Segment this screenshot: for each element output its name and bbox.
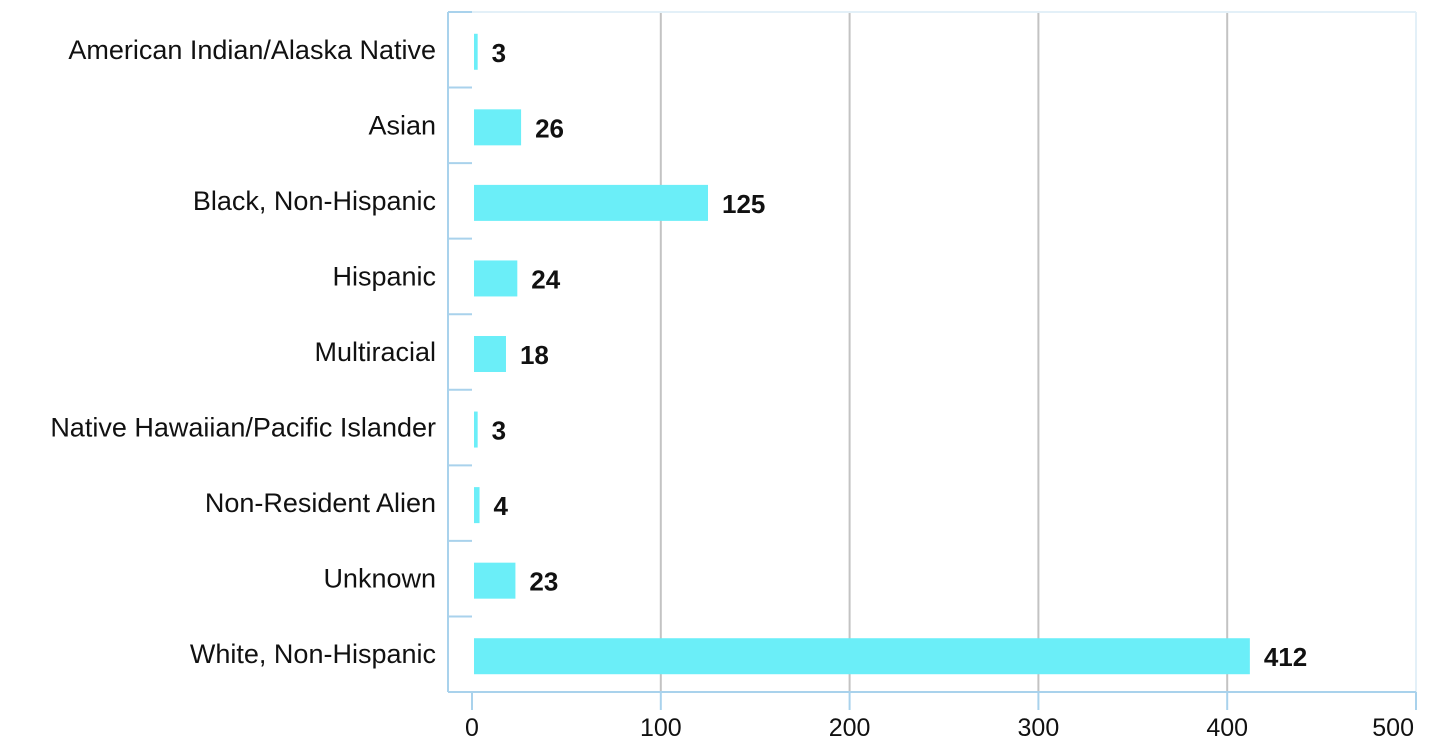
bar <box>474 562 516 599</box>
value-label: 3 <box>492 38 506 68</box>
value-label: 18 <box>520 340 549 370</box>
category-label: Hispanic <box>332 261 436 291</box>
axes <box>447 11 1417 710</box>
x-tick-label: 500 <box>1372 714 1414 742</box>
category-label: Non-Resident Alien <box>205 488 436 518</box>
bar <box>474 487 480 524</box>
x-tick-label: 0 <box>465 714 479 742</box>
bar <box>474 33 478 70</box>
category-label: White, Non-Hispanic <box>190 639 436 669</box>
x-tick-label: 400 <box>1206 714 1248 742</box>
category-label: Black, Non-Hispanic <box>193 186 436 216</box>
category-label: Multiracial <box>314 337 436 367</box>
value-label: 4 <box>494 491 509 521</box>
category-label: Native Hawaiian/Pacific Islander <box>50 413 436 443</box>
category-label: Unknown <box>323 564 436 594</box>
bar <box>474 638 1250 675</box>
x-tick-label: 100 <box>640 714 682 742</box>
value-label: 125 <box>722 189 765 219</box>
value-label: 412 <box>1264 642 1307 672</box>
labels: 3 26 125 24 18 3 4 23 412 American Indian/Alaska … <box>50 35 1414 742</box>
bar <box>474 411 478 448</box>
bar <box>474 336 506 372</box>
category-label: Asian <box>368 110 436 140</box>
gridlines <box>448 11 1417 692</box>
value-label: 26 <box>535 113 564 143</box>
category-label: American Indian/Alaska Native <box>68 35 436 65</box>
x-tick-label: 300 <box>1018 714 1060 742</box>
bar <box>474 184 708 221</box>
x-tick-label: 200 <box>829 714 871 742</box>
value-label: 23 <box>529 567 558 597</box>
bar <box>474 109 522 146</box>
bar <box>474 260 518 297</box>
value-label: 3 <box>492 416 506 446</box>
bars <box>474 33 1250 675</box>
value-label: 24 <box>531 264 560 294</box>
